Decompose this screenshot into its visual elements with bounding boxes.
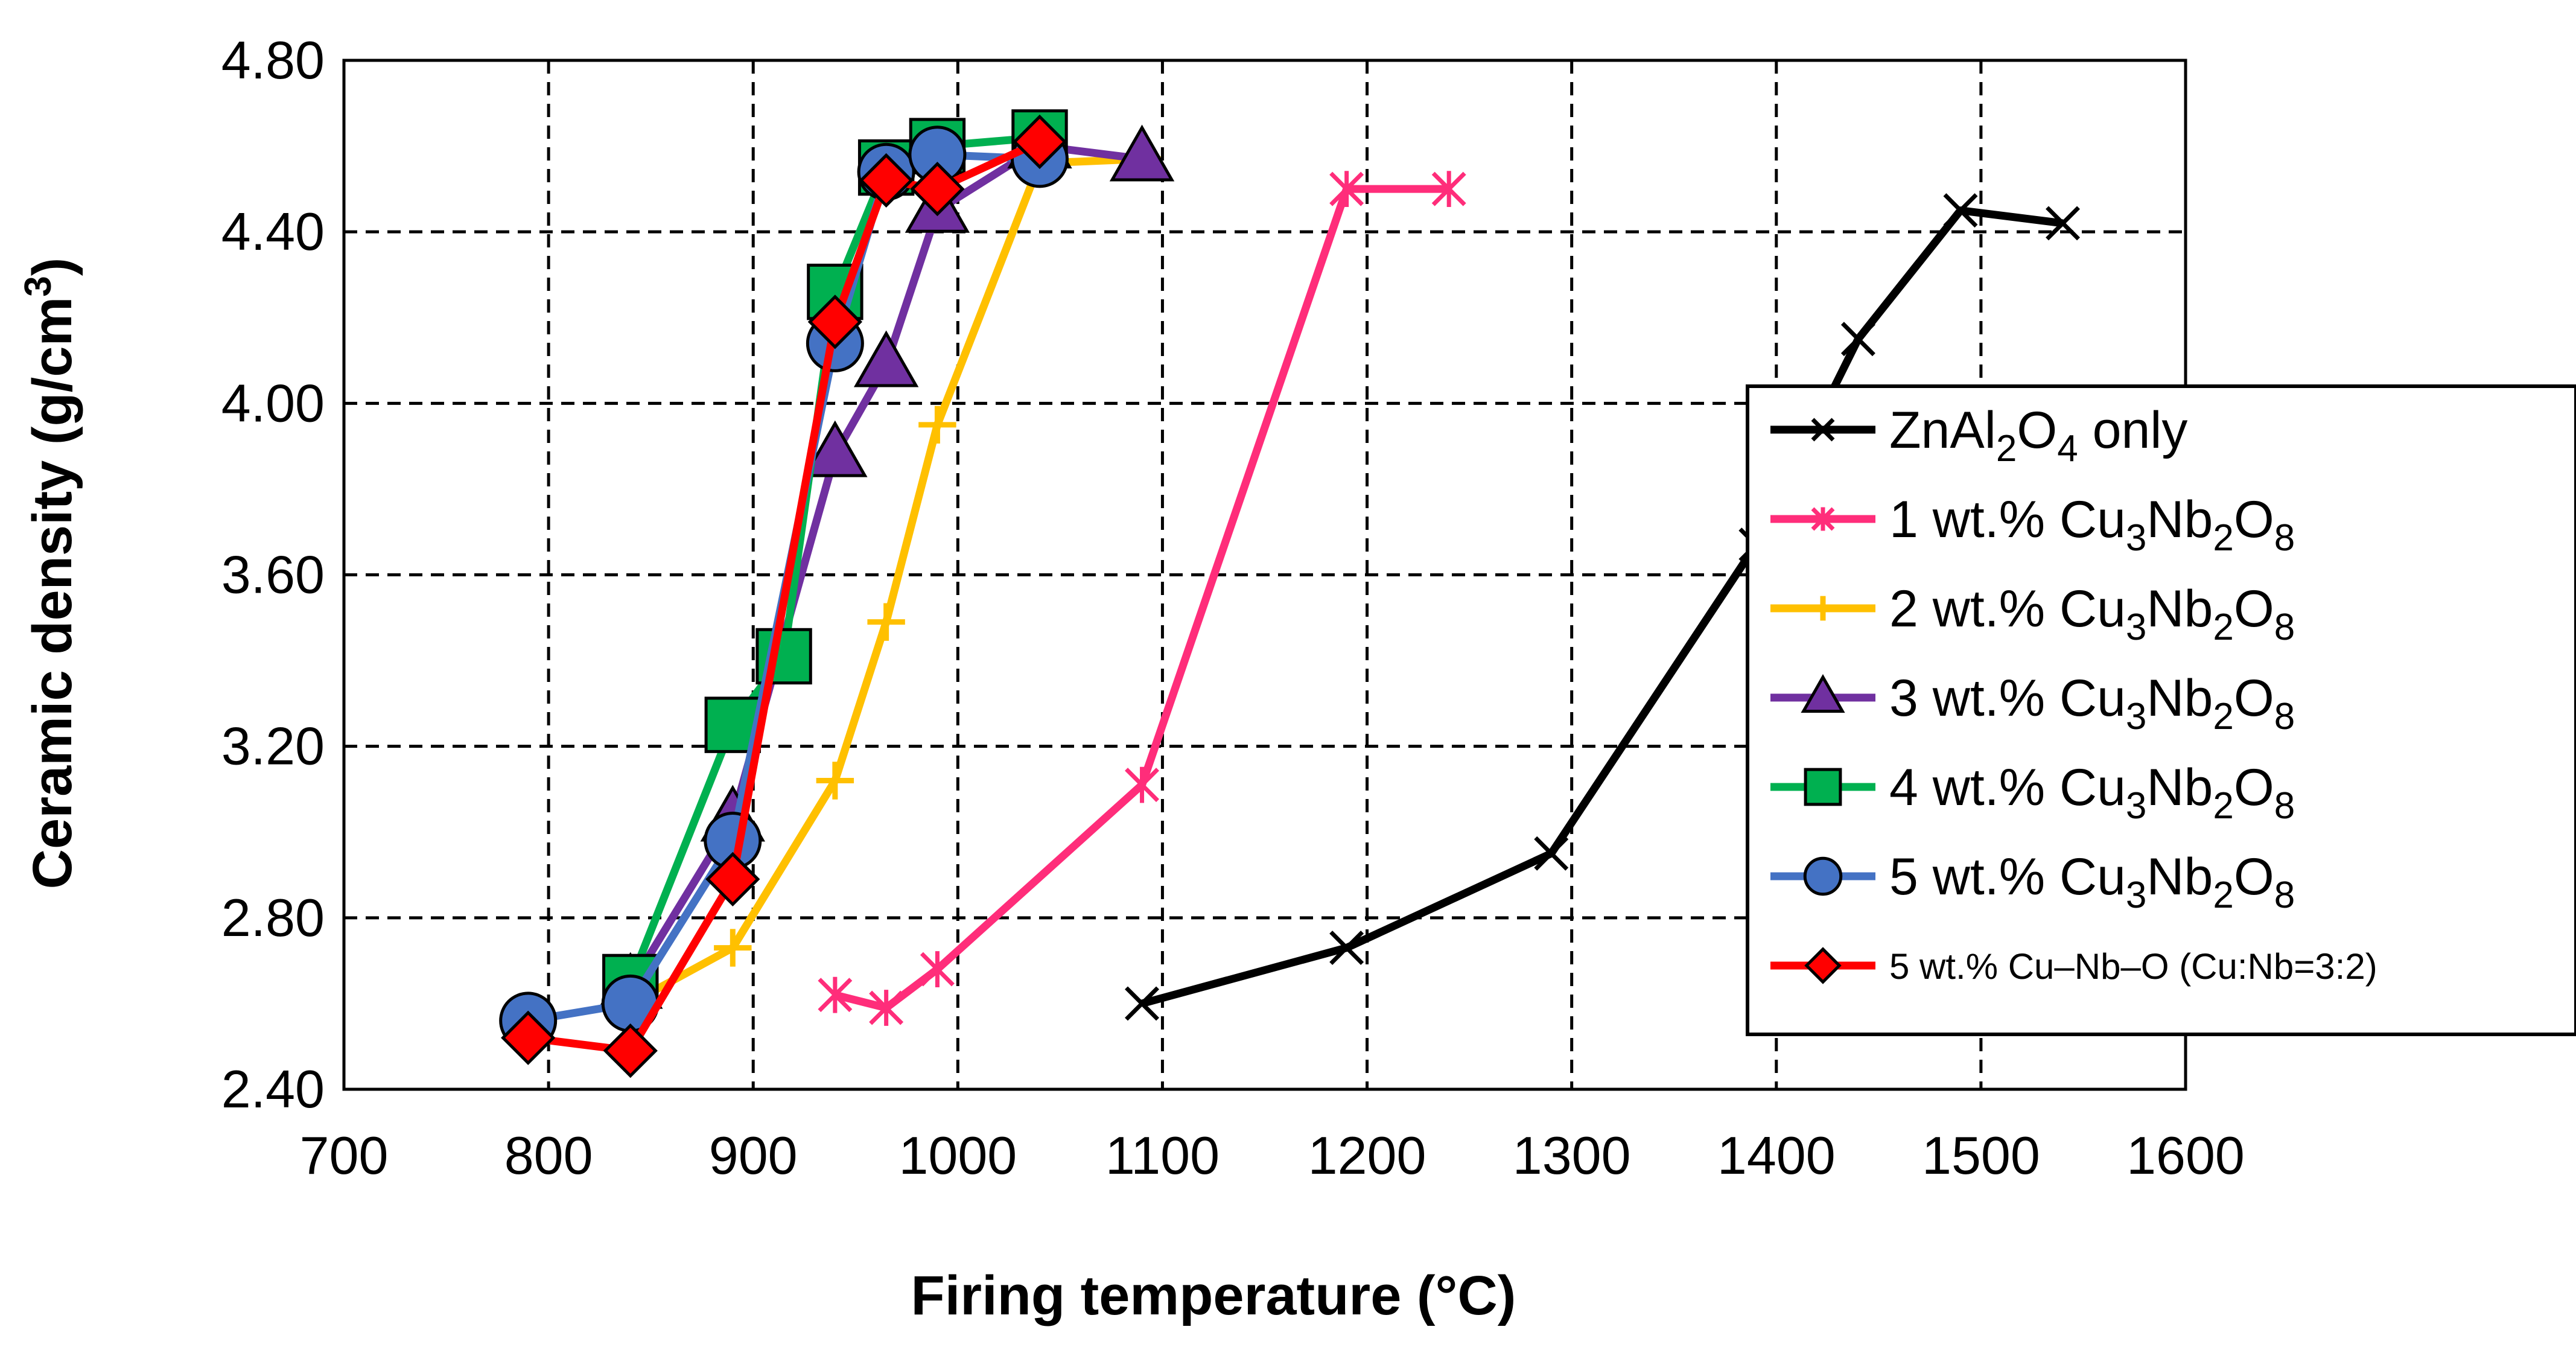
data-point <box>1012 114 1067 170</box>
legend-item: 5 wt.% Cu3Nb2O8 <box>1770 848 2295 916</box>
data-point <box>2046 206 2081 241</box>
data-point <box>714 929 752 967</box>
data-point <box>816 762 854 800</box>
legend-item: 1 wt.% Cu3Nb2O8 <box>1770 491 2295 559</box>
legend-label: ZnAl2O4 only <box>1889 401 2187 470</box>
x-axis-title: Firing temperature (°C) <box>911 1265 1516 1326</box>
legend-item: 5 wt.% Cu–Nb–O (Cu:Nb=3:2) <box>1770 946 2377 987</box>
data-point <box>1125 766 1160 803</box>
x-tick-label: 1300 <box>1513 1125 1631 1185</box>
data-point <box>501 1010 556 1065</box>
legend-label: 5 wt.% Cu3Nb2O8 <box>1889 848 2295 916</box>
x-tick-label: 700 <box>300 1125 389 1185</box>
legend-label: 1 wt.% Cu3Nb2O8 <box>1889 491 2295 559</box>
y-tick-label: 3.20 <box>221 716 325 776</box>
data-point <box>1811 507 1835 531</box>
y-tick-label: 4.00 <box>221 373 325 433</box>
data-point <box>859 153 914 208</box>
data-point <box>1803 856 1843 896</box>
data-point <box>803 420 868 477</box>
legend-item: 2 wt.% Cu3Nb2O8 <box>1770 580 2295 648</box>
legend-label: 4 wt.% Cu3Nb2O8 <box>1889 759 2295 827</box>
data-point <box>853 330 919 387</box>
x-tick-label: 800 <box>504 1125 593 1185</box>
data-point <box>910 161 965 217</box>
x-tick-label: 900 <box>709 1125 798 1185</box>
x-tick-label: 1000 <box>898 1125 1017 1185</box>
data-point <box>1811 418 1835 442</box>
data-point <box>705 852 760 907</box>
series-line <box>527 138 1042 1055</box>
x-tick-label: 1100 <box>1105 1125 1220 1185</box>
series-2 <box>818 171 1466 1026</box>
data-point <box>1804 947 1842 984</box>
data-point <box>1109 124 1175 182</box>
data-point <box>920 951 955 987</box>
legend-box <box>1746 384 2576 1036</box>
data-point <box>1801 674 1845 713</box>
y-tick-label: 4.40 <box>221 202 325 261</box>
series-5 <box>602 109 1068 1011</box>
x-tick-label: 1600 <box>2126 1125 2245 1185</box>
y-tick-label: 3.60 <box>221 545 325 605</box>
legend-label: 3 wt.% Cu3Nb2O8 <box>1889 669 2295 737</box>
data-point <box>1804 768 1842 806</box>
legend: ZnAl2O4 only 1 wt.% Cu3Nb2O8 2 wt.% Cu3Nb2… <box>1746 384 2576 1036</box>
legend-item: 3 wt.% Cu3Nb2O8 <box>1770 669 2295 737</box>
data-point <box>1431 171 1466 208</box>
series-7 <box>501 114 1067 1078</box>
series-line <box>834 185 1449 1012</box>
data-point <box>1534 836 1569 871</box>
y-tick-label: 2.80 <box>221 888 325 947</box>
data-point <box>867 603 905 641</box>
x-tick-label: 1200 <box>1308 1125 1426 1185</box>
y-tick-label: 2.40 <box>221 1059 325 1119</box>
series-4 <box>598 112 1175 1009</box>
data-point <box>1125 986 1160 1021</box>
data-point <box>807 294 863 349</box>
data-point <box>1329 931 1364 966</box>
data-point <box>918 406 956 444</box>
y-tick-label: 4.80 <box>221 30 325 90</box>
data-point <box>603 1023 658 1078</box>
series-line <box>627 142 1143 988</box>
legend-label: 2 wt.% Cu3Nb2O8 <box>1889 580 2295 648</box>
y-axis-title: Ceramic density (g/cm3) <box>17 258 83 890</box>
data-point <box>1840 322 1875 357</box>
x-tick-label: 1400 <box>1717 1125 1836 1185</box>
legend-item: ZnAl2O4 only <box>1770 401 2187 470</box>
data-point <box>869 990 904 1026</box>
x-tick-label: 1500 <box>1922 1125 2040 1185</box>
legend-item: 4 wt.% Cu3Nb2O8 <box>1770 759 2295 827</box>
data-point <box>1329 171 1364 208</box>
data-point <box>1810 596 1836 621</box>
data-point <box>1943 193 1978 228</box>
legend-label: 5 wt.% Cu–Nb–O (Cu:Nb=3:2) <box>1889 946 2377 987</box>
data-point <box>818 976 853 1013</box>
